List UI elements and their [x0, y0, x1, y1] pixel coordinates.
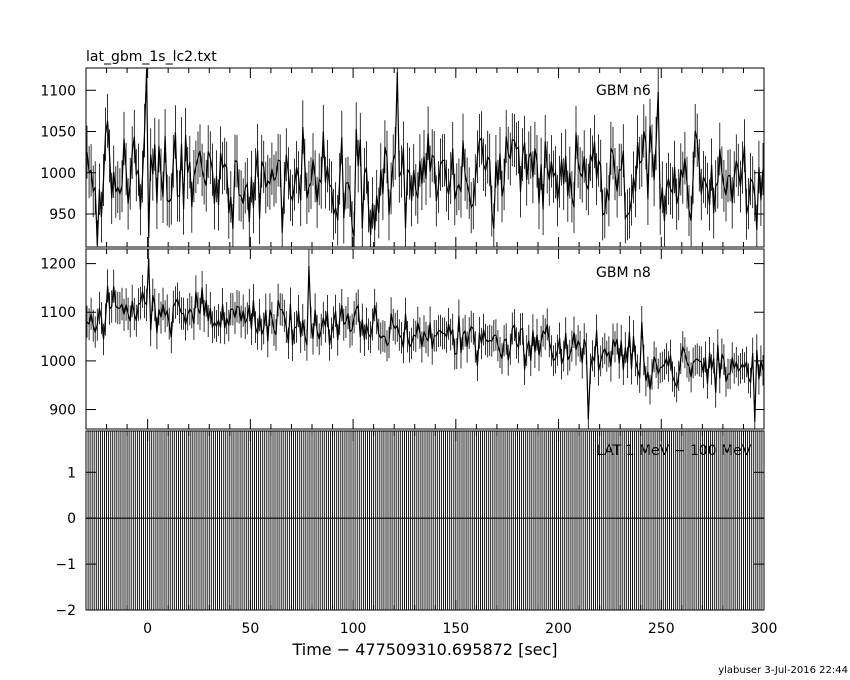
error-bars	[86, 249, 764, 429]
x-tick-label: 50	[241, 621, 259, 637]
y-tick-label: 1000	[40, 166, 76, 182]
x-axis-label: Time − 477509310.695872 [sec]	[291, 640, 557, 659]
y-tick-label: −2	[55, 603, 76, 619]
light-curve-line	[86, 258, 764, 422]
x-tick-label: 250	[648, 621, 675, 637]
error-bars	[86, 68, 764, 247]
gbm-n8-series	[86, 249, 764, 429]
panel-lat-frame	[85, 430, 765, 611]
y-tick-label: 1050	[40, 125, 76, 141]
x-tick-label: 300	[751, 621, 778, 637]
x-tick-label: 100	[340, 621, 367, 637]
y-tick-label: 900	[49, 403, 76, 419]
y-tick-label: 950	[49, 207, 76, 223]
gbm-n6-series	[86, 68, 764, 247]
y-tick-label: 1100	[40, 305, 76, 321]
y-tick-label: 1100	[40, 83, 76, 99]
panel-lat-ticks: −2 −1 0 1 0 50 100 150 200 250 300	[55, 431, 777, 637]
y-tick-label: −1	[55, 557, 76, 573]
panel-gbm-n8-label: GBM n8	[596, 265, 651, 281]
panel-lat-label: LAT 1 MeV − 100 MeV	[596, 443, 752, 459]
y-tick-label: 1	[67, 465, 76, 481]
panel-gbm-n8-frame	[85, 248, 765, 430]
x-tick-label: 200	[545, 621, 572, 637]
panel-gbm-n6-ticks: 950 1000 1050 1100	[40, 68, 765, 247]
y-tick-label: 0	[67, 511, 76, 527]
panel-gbm-n8-ticks: 900 1000 1100 1200	[40, 249, 765, 429]
file-title: lat_gbm_1s_lc2.txt	[86, 49, 217, 65]
y-tick-label: 1000	[40, 354, 76, 370]
x-tick-label: 150	[442, 621, 469, 637]
light-curve-line	[86, 69, 764, 246]
x-tick-label: 0	[143, 621, 152, 637]
panel-gbm-n6: 950 1000 1050 1100 GBM n6	[40, 67, 765, 248]
footer-stamp: ylabuser 3-Jul-2016 22:44	[718, 665, 848, 676]
panel-gbm-n6-frame	[85, 67, 765, 248]
panel-gbm-n8: 900 1000 1100 1200 GBM n8	[40, 248, 765, 430]
panel-lat: −2 −1 0 1 0 50 100 150 200 250 300 LAT 1 MeV − 100…	[55, 430, 777, 637]
panel-gbm-n6-label: GBM n6	[596, 83, 651, 99]
y-tick-label: 1200	[40, 257, 76, 273]
